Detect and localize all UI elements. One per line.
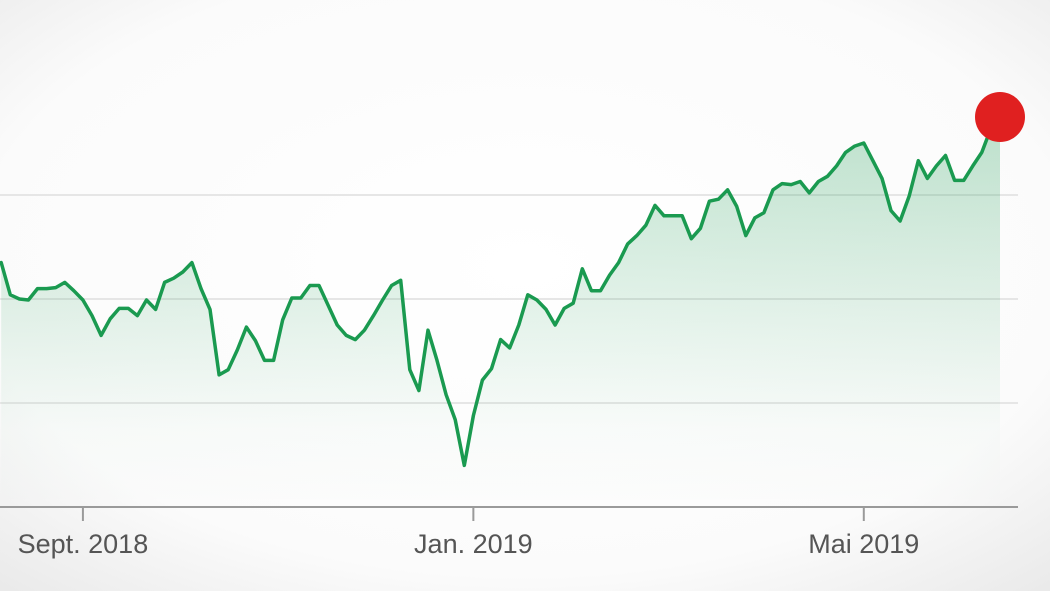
x-axis: Sept. 2018 Jan. 2019 Mai 2019 xyxy=(0,506,1018,559)
plot xyxy=(0,92,1025,507)
x-tick-label: Jan. 2019 xyxy=(414,529,533,559)
x-tick-label: Sept. 2018 xyxy=(18,529,149,559)
end-marker xyxy=(975,92,1025,142)
x-tick-label: Mai 2019 xyxy=(808,529,919,559)
area-fill xyxy=(1,117,1000,507)
price-line xyxy=(0,115,1002,468)
